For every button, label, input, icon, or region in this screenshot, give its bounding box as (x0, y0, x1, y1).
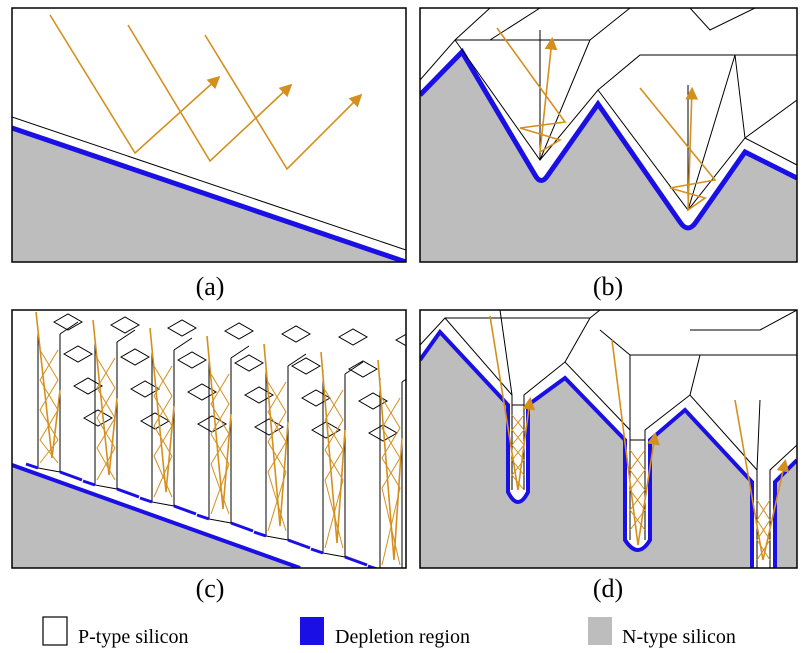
panel-b (420, 8, 797, 262)
texture-shape (210, 373, 230, 515)
panel-frame (11, 7, 407, 263)
texture-shape (206, 335, 232, 510)
texture-shape (265, 353, 307, 541)
texture-shape (129, 380, 161, 398)
texture-shape (94, 329, 136, 490)
texture-shape (263, 343, 289, 527)
texture-shape (310, 547, 368, 567)
texture-shape (96, 357, 116, 481)
texture-shape (92, 319, 118, 476)
texture-shape (82, 479, 140, 499)
texture-shape (151, 337, 193, 507)
texture-shape (379, 378, 406, 568)
texture-shape (109, 316, 141, 334)
texture-shape (243, 386, 275, 404)
texture-shape (233, 354, 265, 372)
panel-frame (419, 309, 798, 569)
texture-shape (196, 415, 228, 433)
texture-shape (176, 351, 208, 369)
texture-shape (72, 377, 104, 395)
legend-swatch (300, 617, 324, 645)
texture-shape (310, 421, 342, 439)
panel-label: (a) (196, 272, 225, 301)
texture-shape (25, 462, 83, 482)
texture-shape (320, 351, 346, 544)
legend-label: N-type silicon (622, 626, 736, 648)
panel-label: (d) (593, 574, 623, 603)
texture-shape (324, 389, 344, 549)
legend-swatch (42, 616, 68, 646)
texture-shape (139, 496, 197, 516)
panel-d (420, 310, 797, 568)
panel-a (12, 14, 406, 262)
texture-shape (208, 345, 250, 524)
texture-shape (153, 365, 173, 498)
texture-shape (337, 328, 369, 346)
panel-c (12, 311, 406, 568)
texture-shape (119, 348, 151, 366)
texture-shape (62, 345, 94, 363)
texture-shape (166, 319, 198, 337)
panel-label: (b) (593, 272, 623, 301)
panel-label: (c) (196, 574, 225, 603)
texture-shape (253, 530, 311, 550)
texture-shape (290, 357, 322, 375)
panel-frame (419, 7, 798, 263)
panel-frame (11, 309, 407, 569)
texture-shape (357, 392, 389, 410)
texture-shape (253, 418, 285, 436)
texture-shape (367, 564, 379, 568)
legend-swatch (588, 617, 612, 645)
texture-shape (149, 327, 175, 493)
texture-shape (381, 397, 401, 566)
texture-shape (223, 322, 255, 340)
texture-shape (322, 361, 364, 558)
texture-shape (280, 325, 312, 343)
texture-shape (52, 313, 84, 331)
texture-shape (37, 321, 79, 473)
texture-shape (35, 311, 61, 459)
legend-label: Depletion region (335, 626, 470, 648)
texture-shape (82, 409, 114, 427)
texture-shape (139, 412, 171, 430)
texture-shape (377, 359, 403, 561)
legend-label: P-type silicon (78, 626, 189, 648)
texture-shape (186, 383, 218, 401)
texture-shape (267, 381, 287, 532)
texture-shape (347, 360, 379, 378)
texture-shape (196, 513, 254, 533)
